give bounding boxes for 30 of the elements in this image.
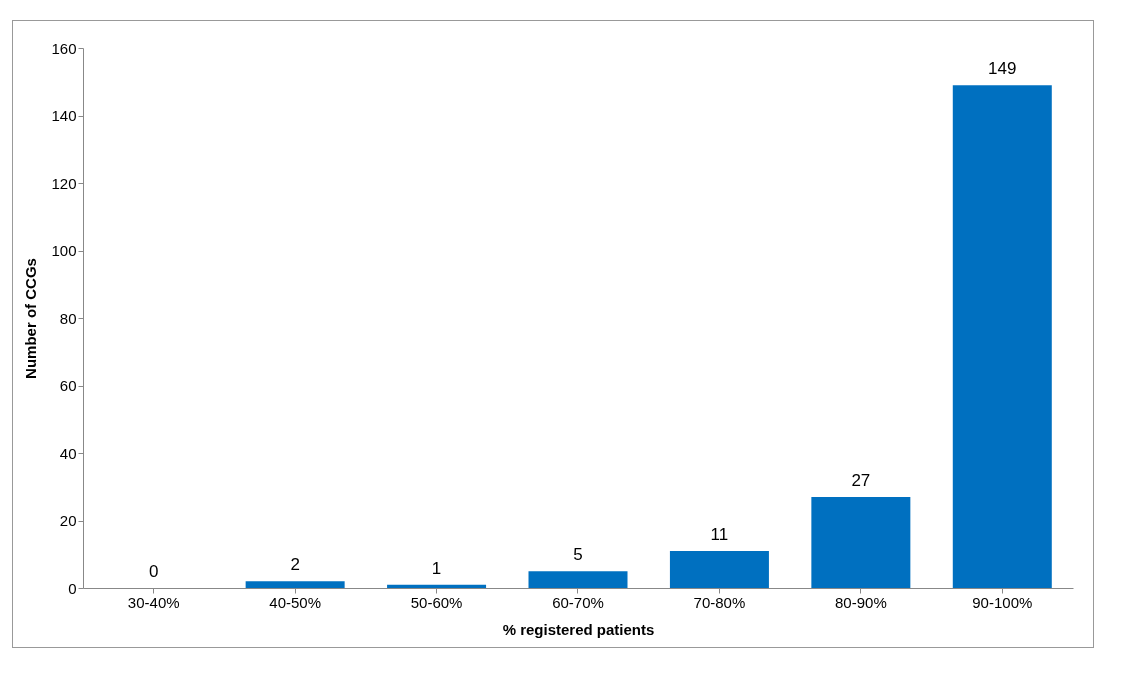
y-tick-label: 120 [51,174,77,192]
bar [528,571,628,588]
x-tick-label: 40-50% [269,593,321,611]
data-label: 1 [431,558,442,578]
x-tick-label: 90-100% [972,593,1033,611]
y-axis-title: Number of CCGs [22,258,40,379]
x-tick-label: 80-90% [835,593,887,611]
y-tick-label: 0 [68,579,77,597]
bar [811,496,911,588]
data-label: 5 [573,545,583,565]
x-tick-label: 30-40% [127,593,180,611]
data-label: 149 [988,59,1017,79]
data-label: 2 [290,555,300,575]
y-tick-label: 140 [51,107,77,124]
data-label: 0 [148,562,159,581]
x-axis-title: % registered patients [502,620,655,638]
y-tick-label: 20 [59,512,77,529]
y-tick-label: 80 [59,309,77,327]
x-tick-label: 50-60% [410,593,463,611]
data-label: 11 [710,524,729,544]
bar [952,85,1052,588]
y-tick-label: 60 [59,377,77,394]
y-tick-label: 100 [51,242,77,259]
y-tick-label: 40 [59,444,77,462]
x-tick-label: 70-80% [693,593,746,611]
data-label: 27 [851,470,871,490]
y-tick-label: 160 [51,39,77,57]
x-tick-label: 60-70% [552,593,604,611]
bar [669,550,769,588]
bar [245,581,345,588]
